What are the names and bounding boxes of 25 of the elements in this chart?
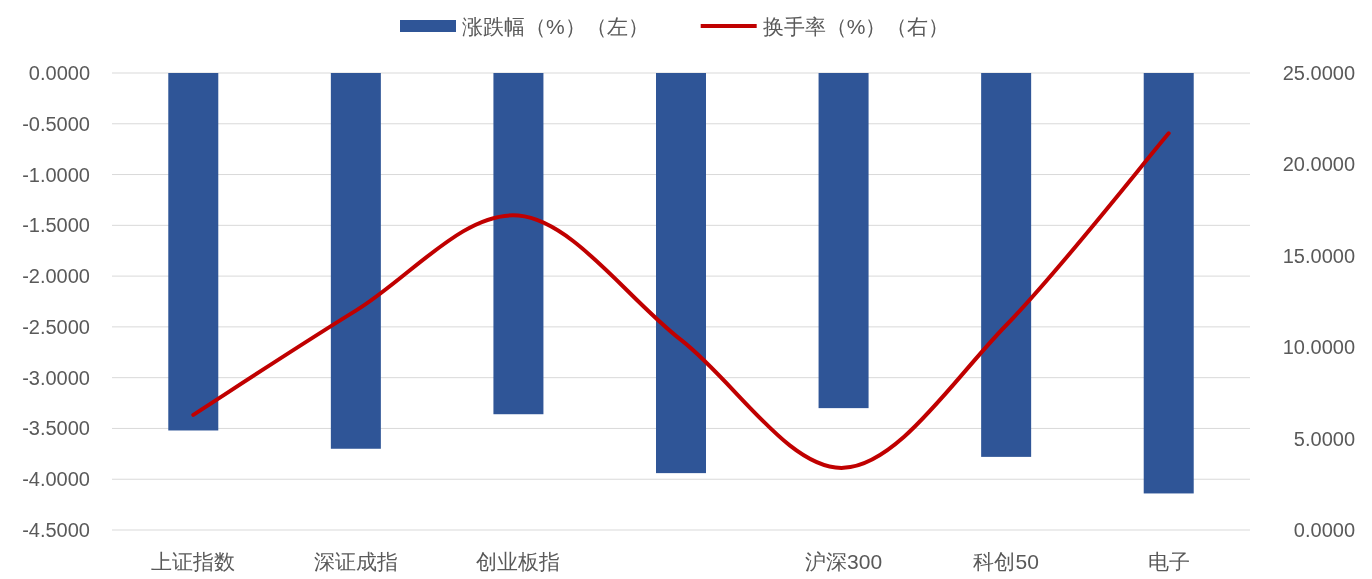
x-tick-label: 沪深300 (805, 550, 883, 573)
legend-label: 涨跌幅（%）（左） (462, 15, 649, 38)
x-tick-label: 创业板指 (476, 550, 561, 573)
y-tick-label: -4.0000 (22, 468, 90, 491)
y-tick-label: -1.5000 (22, 214, 90, 237)
y-tick-label: -3.5000 (22, 417, 90, 440)
y-tick-label: -0.5000 (22, 112, 90, 135)
y2-tick-label: 20.0000 (1282, 153, 1355, 176)
y2-tick-label: 15.0000 (1282, 244, 1355, 267)
y2-tick-label: 10.0000 (1282, 336, 1355, 359)
y-tick-label: -2.5000 (22, 315, 90, 338)
y-tick-label: 0.0000 (28, 62, 90, 84)
x-tick-label: 科创50 (973, 550, 1039, 573)
y2-tick-label: 25.0000 (1282, 62, 1355, 84)
line-series (191, 131, 1171, 470)
y-tick-label: -4.5000 (22, 519, 90, 541)
y2-tick-label: 0.0000 (1293, 519, 1355, 541)
x-tick-label: 上证指数 (151, 550, 236, 573)
y-tick-label: -2.0000 (22, 265, 90, 288)
y-tick-label: -3.0000 (22, 366, 90, 389)
y-tick-label: -1.0000 (22, 163, 90, 186)
legend-label: 换手率（%）（右） (762, 15, 950, 38)
y2-tick-label: 5.0000 (1293, 427, 1355, 450)
x-tick-label: 电子 (1147, 550, 1190, 573)
x-tick-label: 深证成指 (313, 550, 398, 573)
